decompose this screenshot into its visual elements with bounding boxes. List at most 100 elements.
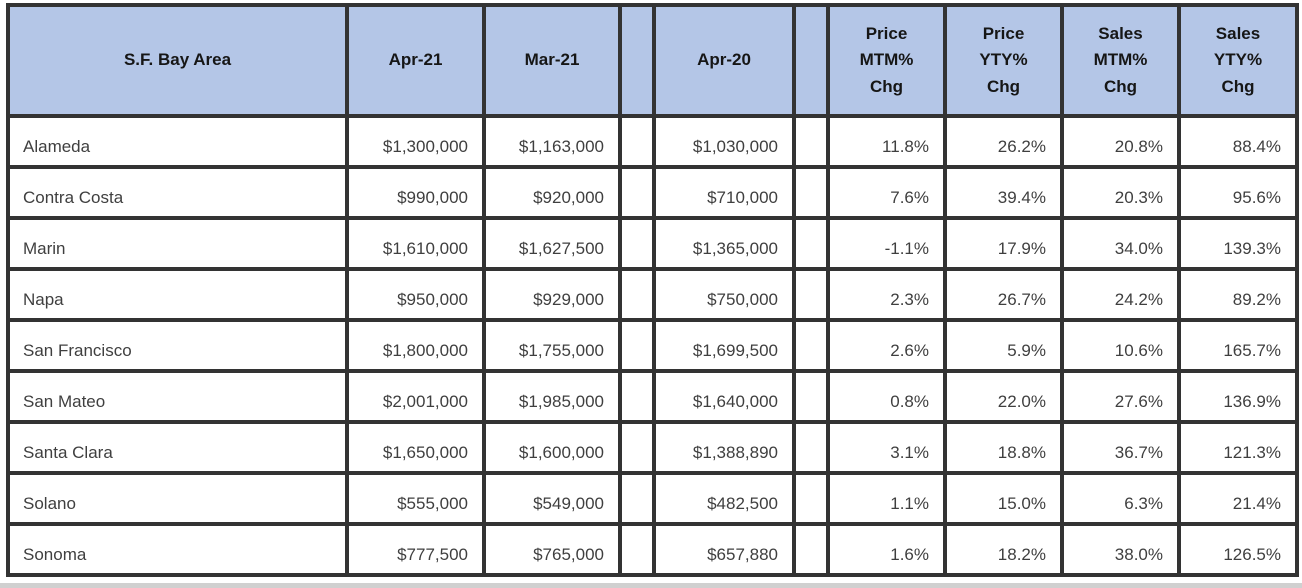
spacer-cell bbox=[618, 318, 656, 373]
mar21-cell: $1,600,000 bbox=[482, 420, 622, 475]
apr21-cell: $1,800,000 bbox=[345, 318, 486, 373]
area-cell: Solano bbox=[6, 471, 349, 526]
mar21-cell: $549,000 bbox=[482, 471, 622, 526]
apr21-cell: $1,300,000 bbox=[345, 114, 486, 169]
price-yty-cell: 15.0% bbox=[943, 471, 1064, 526]
spacer-cell bbox=[618, 522, 656, 577]
area-cell: Marin bbox=[6, 216, 349, 271]
mar21-cell: $1,163,000 bbox=[482, 114, 622, 169]
price-mtm-cell: -1.1% bbox=[826, 216, 947, 271]
price-mtm-cell: 3.1% bbox=[826, 420, 947, 475]
table-row: Marin $1,610,000 $1,627,500 $1,365,000 -… bbox=[6, 216, 1299, 271]
sales-yty-cell: 89.2% bbox=[1177, 267, 1299, 322]
table-row: San Francisco $1,800,000 $1,755,000 $1,6… bbox=[6, 318, 1299, 373]
area-cell: San Mateo bbox=[6, 369, 349, 424]
sales-mtm-cell: 10.6% bbox=[1060, 318, 1181, 373]
price-mtm-cell: 7.6% bbox=[826, 165, 947, 220]
price-mtm-cell: 1.1% bbox=[826, 471, 947, 526]
header-apr20: Apr-20 bbox=[652, 3, 796, 118]
spacer-cell bbox=[618, 165, 656, 220]
sales-mtm-cell: 6.3% bbox=[1060, 471, 1181, 526]
mar21-cell: $1,627,500 bbox=[482, 216, 622, 271]
sales-mtm-cell: 34.0% bbox=[1060, 216, 1181, 271]
sales-yty-cell: 126.5% bbox=[1177, 522, 1299, 577]
sales-yty-cell: 21.4% bbox=[1177, 471, 1299, 526]
price-mtm-cell: 0.8% bbox=[826, 369, 947, 424]
apr20-cell: $657,880 bbox=[652, 522, 796, 577]
bay-area-price-table: S.F. Bay Area Apr-21 Mar-21 Apr-20 Price… bbox=[6, 3, 1299, 577]
table-row: San Mateo $2,001,000 $1,985,000 $1,640,0… bbox=[6, 369, 1299, 424]
sales-mtm-cell: 27.6% bbox=[1060, 369, 1181, 424]
spacer-cell bbox=[792, 165, 830, 220]
header-price-mtm: Price MTM% Chg bbox=[826, 3, 947, 118]
area-cell: San Francisco bbox=[6, 318, 349, 373]
spacer-cell bbox=[792, 114, 830, 169]
table-row: Contra Costa $990,000 $920,000 $710,000 … bbox=[6, 165, 1299, 220]
header-area: S.F. Bay Area bbox=[6, 3, 349, 118]
spacer-cell bbox=[618, 420, 656, 475]
bottom-edge-strip bbox=[0, 583, 1302, 588]
spacer-cell bbox=[618, 369, 656, 424]
sales-yty-cell: 165.7% bbox=[1177, 318, 1299, 373]
header-mar21: Mar-21 bbox=[482, 3, 622, 118]
spacer-cell bbox=[792, 216, 830, 271]
apr21-cell: $1,650,000 bbox=[345, 420, 486, 475]
table-row: Alameda $1,300,000 $1,163,000 $1,030,000… bbox=[6, 114, 1299, 169]
sales-yty-cell: 139.3% bbox=[1177, 216, 1299, 271]
table-row: Napa $950,000 $929,000 $750,000 2.3% 26.… bbox=[6, 267, 1299, 322]
spacer-cell bbox=[792, 471, 830, 526]
header-spacer bbox=[792, 3, 830, 118]
header-sales-mtm: Sales MTM% Chg bbox=[1060, 3, 1181, 118]
mar21-cell: $1,755,000 bbox=[482, 318, 622, 373]
mar21-cell: $920,000 bbox=[482, 165, 622, 220]
data-table: S.F. Bay Area Apr-21 Mar-21 Apr-20 Price… bbox=[6, 3, 1299, 577]
spacer-cell bbox=[792, 522, 830, 577]
sales-mtm-cell: 38.0% bbox=[1060, 522, 1181, 577]
header-apr21: Apr-21 bbox=[345, 3, 486, 118]
apr21-cell: $990,000 bbox=[345, 165, 486, 220]
apr20-cell: $1,365,000 bbox=[652, 216, 796, 271]
spacer-cell bbox=[618, 114, 656, 169]
price-yty-cell: 5.9% bbox=[943, 318, 1064, 373]
table-row: Santa Clara $1,650,000 $1,600,000 $1,388… bbox=[6, 420, 1299, 475]
spacer-cell bbox=[792, 267, 830, 322]
sales-yty-cell: 136.9% bbox=[1177, 369, 1299, 424]
price-yty-cell: 26.7% bbox=[943, 267, 1064, 322]
area-cell: Santa Clara bbox=[6, 420, 349, 475]
sales-yty-cell: 121.3% bbox=[1177, 420, 1299, 475]
sales-yty-cell: 88.4% bbox=[1177, 114, 1299, 169]
sales-mtm-cell: 20.3% bbox=[1060, 165, 1181, 220]
spacer-cell bbox=[792, 369, 830, 424]
apr21-cell: $555,000 bbox=[345, 471, 486, 526]
apr20-cell: $710,000 bbox=[652, 165, 796, 220]
mar21-cell: $929,000 bbox=[482, 267, 622, 322]
apr21-cell: $2,001,000 bbox=[345, 369, 486, 424]
apr20-cell: $482,500 bbox=[652, 471, 796, 526]
apr21-cell: $950,000 bbox=[345, 267, 486, 322]
mar21-cell: $765,000 bbox=[482, 522, 622, 577]
apr20-cell: $1,640,000 bbox=[652, 369, 796, 424]
spacer-cell bbox=[618, 216, 656, 271]
price-yty-cell: 18.8% bbox=[943, 420, 1064, 475]
price-mtm-cell: 2.6% bbox=[826, 318, 947, 373]
price-yty-cell: 18.2% bbox=[943, 522, 1064, 577]
price-mtm-cell: 11.8% bbox=[826, 114, 947, 169]
header-spacer bbox=[618, 3, 656, 118]
sales-mtm-cell: 24.2% bbox=[1060, 267, 1181, 322]
area-cell: Contra Costa bbox=[6, 165, 349, 220]
header-price-yty: Price YTY% Chg bbox=[943, 3, 1064, 118]
price-mtm-cell: 2.3% bbox=[826, 267, 947, 322]
price-yty-cell: 39.4% bbox=[943, 165, 1064, 220]
spacer-cell bbox=[618, 471, 656, 526]
mar21-cell: $1,985,000 bbox=[482, 369, 622, 424]
price-mtm-cell: 1.6% bbox=[826, 522, 947, 577]
spacer-cell bbox=[792, 318, 830, 373]
price-yty-cell: 17.9% bbox=[943, 216, 1064, 271]
apr20-cell: $1,030,000 bbox=[652, 114, 796, 169]
header-sales-yty: Sales YTY% Chg bbox=[1177, 3, 1299, 118]
area-cell: Sonoma bbox=[6, 522, 349, 577]
sales-yty-cell: 95.6% bbox=[1177, 165, 1299, 220]
area-cell: Alameda bbox=[6, 114, 349, 169]
area-cell: Napa bbox=[6, 267, 349, 322]
apr20-cell: $750,000 bbox=[652, 267, 796, 322]
